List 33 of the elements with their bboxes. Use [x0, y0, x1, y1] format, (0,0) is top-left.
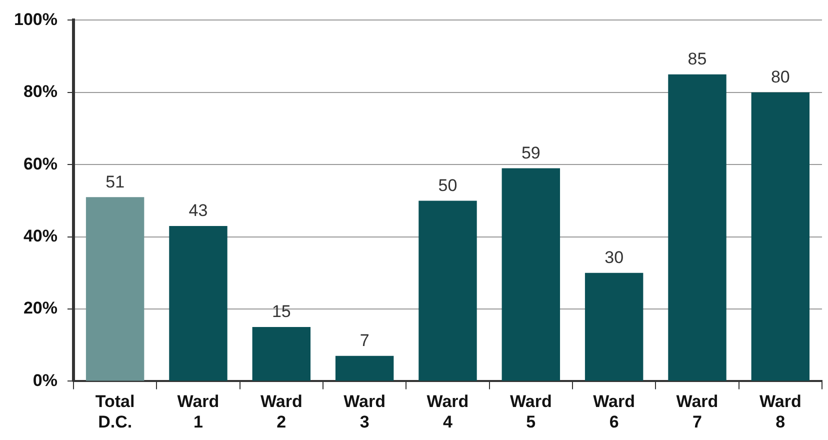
x-tick-label: Ward 4 — [426, 392, 469, 432]
bar — [751, 92, 810, 381]
x-tick-label: Ward 8 — [759, 392, 802, 432]
bar — [169, 226, 228, 381]
data-label: 51 — [106, 172, 125, 192]
y-tick-label: 0% — [32, 370, 58, 390]
data-label: 50 — [438, 176, 458, 195]
y-tick-label: 60% — [23, 154, 58, 174]
x-tick-label: Ward 6 — [593, 392, 636, 432]
bar — [502, 168, 560, 381]
bar — [418, 200, 477, 381]
x-tick-label: Ward 5 — [510, 392, 552, 432]
data-label: 7 — [360, 331, 370, 350]
data-label: 43 — [188, 201, 208, 220]
y-tick-label: 40% — [23, 226, 58, 246]
bar — [668, 74, 726, 381]
y-tick-label: 100% — [14, 10, 58, 29]
bar — [86, 197, 144, 381]
bar — [335, 356, 394, 381]
x-tick-label: Ward 3 — [344, 392, 386, 432]
x-tick-label: Total D.C. — [95, 392, 135, 432]
data-label: 15 — [272, 302, 291, 322]
data-label: 59 — [521, 143, 540, 162]
bar — [584, 272, 644, 381]
x-tick-label: Ward 2 — [260, 392, 302, 432]
data-label: 30 — [604, 248, 624, 268]
data-label: 85 — [688, 50, 707, 69]
y-tick-label: 80% — [23, 82, 58, 102]
y-tick-label: 20% — [23, 298, 58, 318]
x-tick-label: Ward 1 — [177, 392, 220, 432]
bar — [252, 327, 311, 381]
data-label: 80 — [770, 68, 790, 87]
x-tick-label: Ward 7 — [676, 392, 718, 432]
